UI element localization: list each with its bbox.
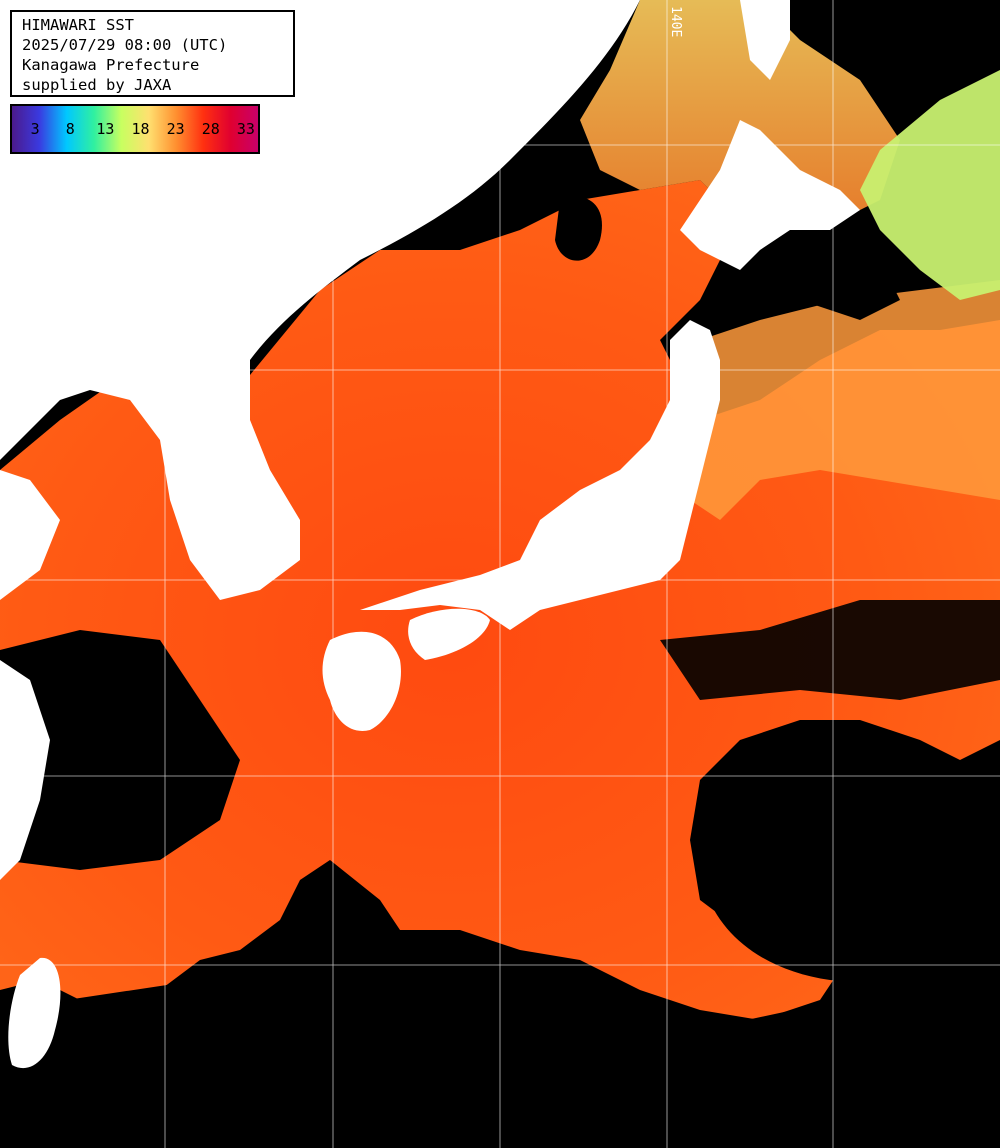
colorbar-tick-label: 3: [30, 120, 40, 138]
colorbar-tick-label: 18: [131, 120, 150, 138]
title-box: HIMAWARI SST 2025/07/29 08:00 (UTC) Kana…: [10, 10, 295, 97]
cloud-east-band: [660, 600, 1000, 700]
land-hokkaido: [680, 120, 860, 270]
title-credit: supplied by JAXA: [22, 76, 172, 94]
lon-label-140e: 140E: [668, 6, 683, 38]
cloud-sea-of-japan: [555, 196, 602, 261]
cloud-southwest: [0, 630, 240, 870]
land-shikoku: [408, 608, 490, 660]
cloud-typhoon: [700, 723, 982, 982]
land-sakhalin: [740, 0, 790, 80]
sst-colorbar: 3 8 13 18 23 28 33: [10, 104, 260, 154]
title-datetime: 2025/07/29 08:00 (UTC): [22, 36, 228, 54]
land-china-south: [0, 660, 50, 880]
cloud-northeast: [780, 230, 900, 320]
land-taiwan: [8, 957, 61, 1069]
colorbar-tick-label: 13: [96, 120, 115, 138]
colorbar-tick-label: 28: [201, 120, 220, 138]
land-honshu: [360, 320, 720, 630]
title-product: HIMAWARI SST: [22, 16, 134, 34]
colorbar-tick-label: 8: [65, 120, 75, 138]
land-china-coast: [0, 470, 60, 600]
colorbar-tick-label: 33: [236, 120, 255, 138]
sea-surface-cool-east: [690, 280, 1000, 520]
lat-label-30n: 30N: [12, 760, 36, 775]
land-kyushu: [322, 631, 401, 731]
sea-surface-cold-northeast: [860, 70, 1000, 300]
colorbar-tick-label: 23: [166, 120, 185, 138]
colorbar-ticks: 3 8 13 18 23 28 33: [12, 106, 258, 152]
lat-label-40n: 40N: [12, 352, 36, 367]
title-region: Kanagawa Prefecture: [22, 56, 200, 74]
sea-surface-cool-north: [580, 0, 900, 220]
